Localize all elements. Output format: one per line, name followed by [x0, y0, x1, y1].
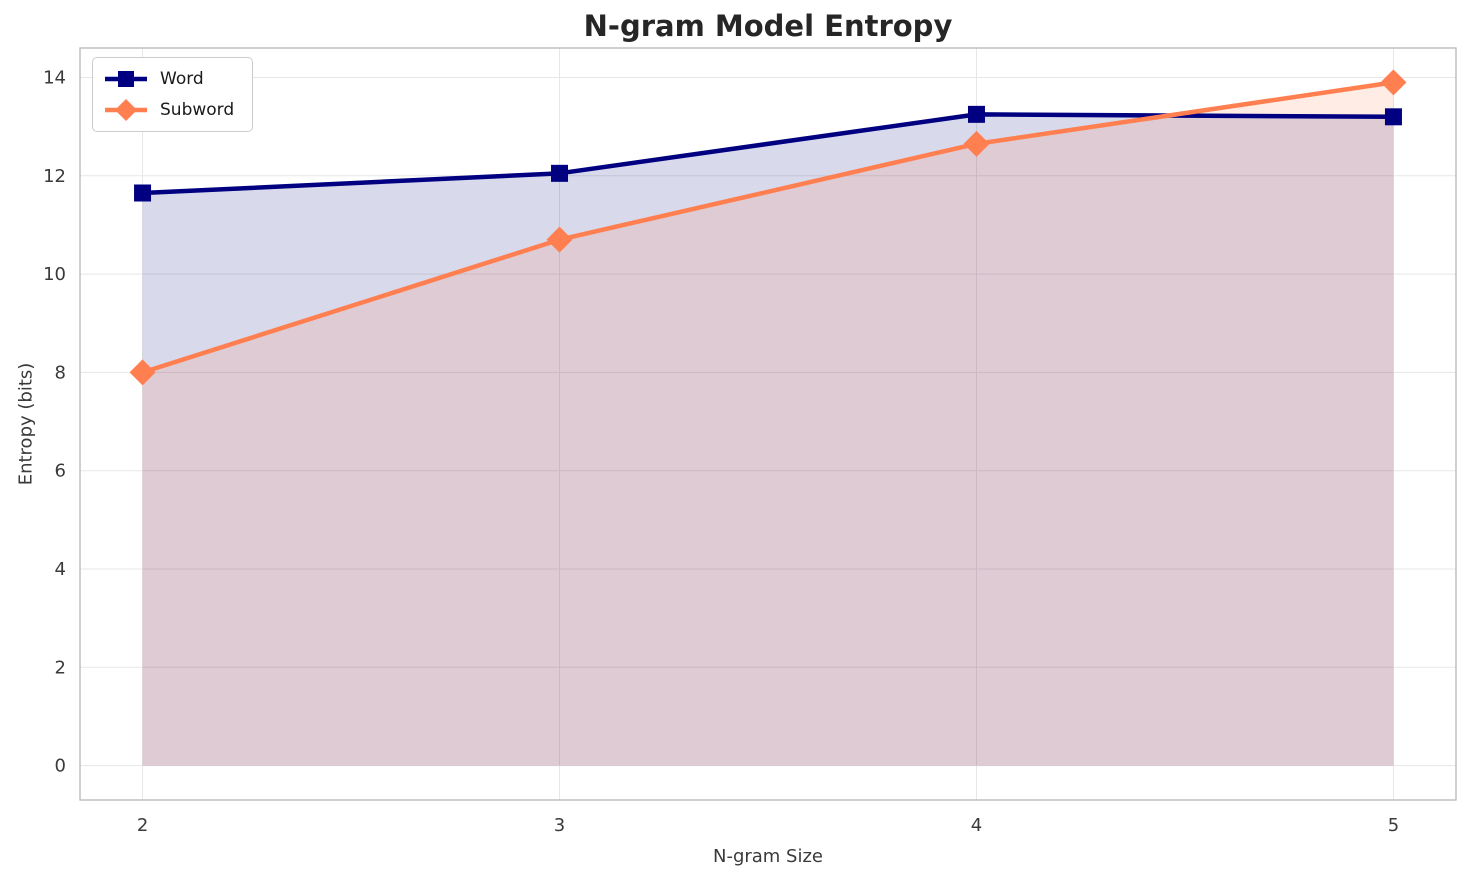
legend-label: Word [160, 69, 204, 89]
y-tick-label: 4 [55, 559, 66, 580]
x-tick-label: 4 [971, 815, 982, 836]
legend-item-subword: Subword [103, 98, 234, 122]
legend-label: Subword [160, 100, 235, 120]
marker-word [551, 164, 569, 182]
marker-word [1384, 108, 1402, 126]
marker-subword [963, 130, 990, 157]
y-tick-label: 0 [55, 756, 66, 777]
y-tick-label: 8 [55, 362, 66, 383]
marker-word [967, 105, 985, 123]
x-tick-label: 5 [1388, 815, 1399, 836]
area-fill-subword [142, 82, 1394, 766]
area-fill-word [142, 114, 1394, 766]
line-word [140, 112, 1396, 196]
plot-border [79, 47, 1457, 801]
legend-square-marker-icon [105, 71, 147, 87]
y-tick-label: 6 [55, 461, 66, 482]
legend-item-word: Word [103, 67, 234, 91]
y-tick-label: 2 [55, 657, 66, 678]
legend-diamond-marker-icon [105, 99, 147, 121]
y-tick-label: 10 [43, 264, 66, 285]
marker-subword [129, 359, 156, 386]
y-axis-label: Entropy (bits) [15, 362, 37, 486]
marker-subword [546, 226, 573, 253]
x-axis-label: N-gram Size [712, 846, 824, 867]
x-tick-label: 3 [554, 815, 565, 836]
marker-subword [1380, 69, 1407, 96]
chart-title: N-gram Model Entropy [583, 9, 953, 43]
marker-word [134, 184, 152, 202]
x-tick-label: 2 [137, 815, 148, 836]
y-tick-label: 12 [43, 166, 66, 187]
y-tick-label: 14 [43, 67, 66, 88]
line-subword [140, 80, 1396, 375]
legend: Word Subword [92, 57, 254, 132]
